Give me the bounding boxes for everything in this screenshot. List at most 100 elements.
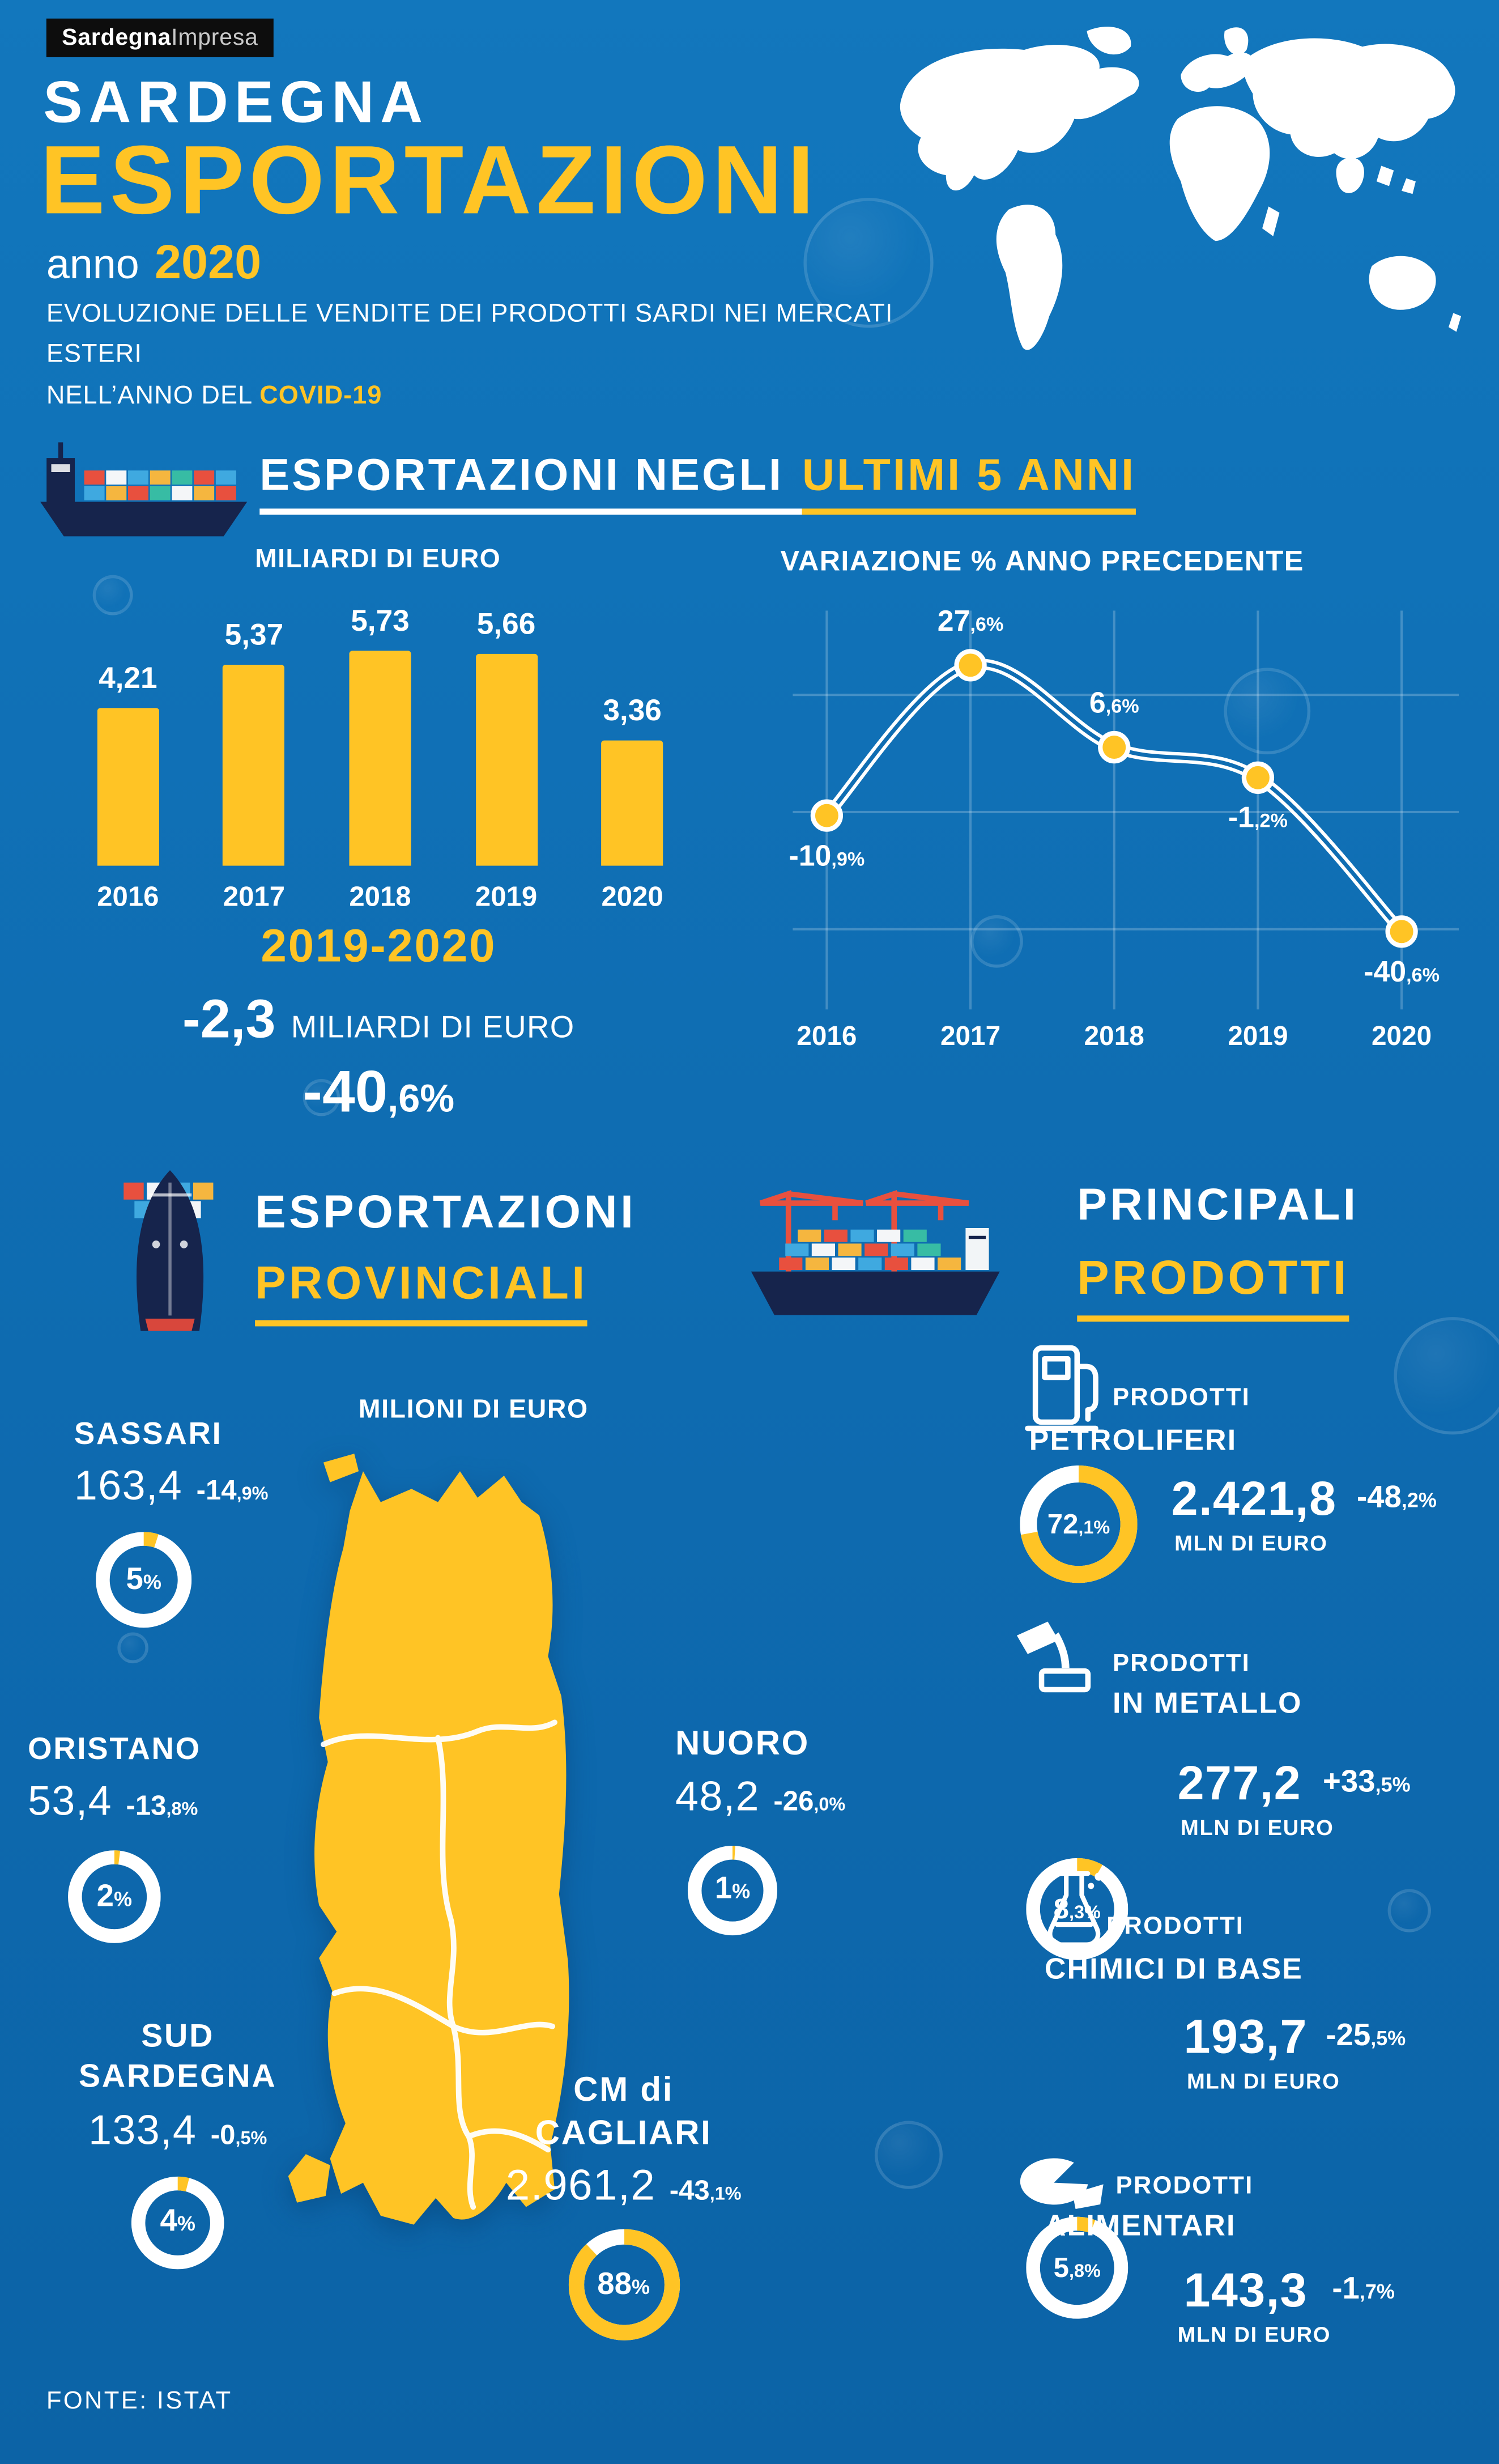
province-value: 163,4 xyxy=(74,1462,183,1509)
bar xyxy=(97,708,159,866)
province-value: 48,2 xyxy=(675,1772,760,1819)
num-main: 8 xyxy=(1053,1893,1069,1924)
year-value: 2020 xyxy=(154,235,262,290)
donut-ring xyxy=(68,1850,161,1943)
metallo-share-donut: 8,3% xyxy=(1026,1858,1128,1960)
summary-delta-value: -2,3 xyxy=(182,989,276,1050)
bar-value-label: 5,73 xyxy=(351,605,410,639)
bar-chart-title: MILIARDI DI EURO xyxy=(255,544,501,574)
point-value-label: -40,6% xyxy=(1364,956,1440,990)
num-frac: ,5% xyxy=(1370,2027,1406,2050)
bubble-decoration xyxy=(92,575,133,615)
section-products-heading: PRINCIPALI PRODOTTI xyxy=(1077,1178,1359,1322)
section-provinces-heading: ESPORTAZIONI PROVINCIALI xyxy=(255,1183,636,1327)
num-frac: % xyxy=(732,1880,751,1903)
brand-logo: SardegnaImpresa xyxy=(46,18,274,57)
product-label-line1: PRODOTTI xyxy=(1106,1914,1245,1940)
product-label-line2: IN METALLO xyxy=(1113,1688,1302,1721)
bar-column: 4,21 xyxy=(97,590,159,866)
asinara-island xyxy=(323,1454,359,1482)
province-delta: -43,1% xyxy=(670,2175,742,2207)
donut-ring xyxy=(96,1532,192,1628)
container-stack xyxy=(84,470,236,500)
province-cm-cagliari: CM di CAGLIARI 2.961,2 -43,1% 88% xyxy=(488,2068,759,2340)
subtitle-line1: EVOLUZIONE DELLE VENDITE DEI PRODOTTI SA… xyxy=(46,300,893,369)
num-main: 88 xyxy=(597,2267,632,2301)
bubble-decoration xyxy=(1224,668,1311,755)
summary-delta-unit: MILIARDI DI EURO xyxy=(291,1010,575,1045)
num-main: -40 xyxy=(303,1060,388,1125)
province-delta: -13,8% xyxy=(126,1790,198,1822)
axis-year-label: 2016 xyxy=(797,1020,857,1051)
num-main: +33 xyxy=(1322,1765,1375,1800)
num-main: 5 xyxy=(1053,2251,1069,2283)
petroliferi-share-donut: 72,1% xyxy=(1020,1465,1138,1583)
num-main: 27 xyxy=(937,606,970,639)
num-main: -48 xyxy=(1357,1481,1402,1515)
bubble-decoration xyxy=(117,1632,148,1664)
num-main: -43 xyxy=(669,2175,710,2206)
num-frac: ,5% xyxy=(1375,1773,1411,1796)
bar-group-2018: 5,73 2018 xyxy=(317,590,444,914)
province-name: CM di CAGLIARI xyxy=(535,2070,712,2151)
num-frac: ,8% xyxy=(166,1798,198,1820)
num-frac: ,5% xyxy=(235,2126,267,2148)
subtitle-line2: NELL’ANNO DEL xyxy=(46,381,252,410)
num-frac: ,1% xyxy=(709,2182,742,2204)
num-main: 2 xyxy=(96,1879,114,1913)
province-value: 133,4 xyxy=(88,2106,197,2153)
sant-antioco-island xyxy=(288,2154,330,2203)
share-label: 2% xyxy=(97,1879,132,1915)
num-frac: ,8% xyxy=(1068,2259,1101,2281)
num-main: -25 xyxy=(1326,2019,1371,2053)
line-chart-title: VARIAZIONE % ANNO PRECEDENTE xyxy=(780,544,1304,577)
share-label: 72,1% xyxy=(1047,1508,1110,1540)
product-value: 143,3 xyxy=(1183,2263,1308,2317)
province-delta: -0,5% xyxy=(211,2118,267,2151)
bar-value-label: 4,21 xyxy=(99,661,157,696)
bar-group-2017: 5,37 2017 xyxy=(191,590,317,914)
bar-group-2016: 4,21 2016 xyxy=(65,590,191,914)
province-sassari: SASSARI 163,4 -14,9% 5% xyxy=(74,1416,344,1628)
num-frac: ,1% xyxy=(1078,1515,1110,1537)
product-label-line1: PRODOTTI xyxy=(1113,1651,1251,1677)
year-line: anno 2020 xyxy=(46,235,261,291)
bar-value-label: 3,36 xyxy=(603,694,662,728)
oristano-share-donut: 2% xyxy=(68,1850,161,1943)
covid-highlight: COVID-19 xyxy=(259,381,382,410)
product-label-line2: CHIMICI DI BASE xyxy=(1044,1953,1304,1987)
source-note: FONTE: ISTAT xyxy=(46,2388,233,2415)
product-label-line1: PRODOTTI xyxy=(1115,2173,1254,2200)
product-unit: MLN DI EURO xyxy=(1174,1530,1328,1556)
num-main: -26 xyxy=(773,1785,814,1816)
num-main: 72 xyxy=(1047,1507,1079,1539)
bar xyxy=(475,654,538,866)
province-oristano: ORISTANO 53,4 -13,8% 2% xyxy=(28,1731,275,1943)
metal-pour-icon xyxy=(1016,1621,1091,1693)
page-title-line2: ESPORTAZIONI xyxy=(40,126,819,235)
product-delta: +33,5% xyxy=(1323,1765,1411,1801)
port-cranes-ship-icon xyxy=(751,1189,1000,1315)
trend-summary: 2019-2020 -2,3 MILIARDI DI EURO -40,6% xyxy=(93,921,665,1127)
product-unit: MLN DI EURO xyxy=(1186,2068,1340,2093)
fuel-pump-icon xyxy=(1025,1345,1098,1431)
num-frac: ,2% xyxy=(1254,810,1288,832)
cargo-ship-icon xyxy=(40,442,248,537)
bubble-decoration xyxy=(970,915,1023,968)
donut-ring xyxy=(687,1845,778,1935)
bar-column: 5,66 xyxy=(475,590,538,866)
num-frac: ,6% xyxy=(970,614,1004,636)
section-products: PRINCIPALI PRODOTTI PRODOTTI PETROLIFERI… xyxy=(0,0,1499,2347)
province-sud-sardegna: SUD SARDEGNA 133,4 -0,5% 4% xyxy=(62,2017,293,2269)
summary-range: 2019-2020 xyxy=(261,921,497,972)
product-label-line2: PETROLIFERI xyxy=(1029,1425,1237,1458)
trend-point-2017 xyxy=(954,649,987,682)
bar xyxy=(601,740,663,866)
chemical-flask-icon xyxy=(1047,1871,1103,1947)
brand-name-light: Impresa xyxy=(171,24,258,52)
container-stack xyxy=(779,1229,961,1271)
province-borders xyxy=(321,1719,557,2210)
sud-sardegna-share-donut: 4% xyxy=(131,2176,224,2269)
year-prefix: anno xyxy=(46,241,139,288)
